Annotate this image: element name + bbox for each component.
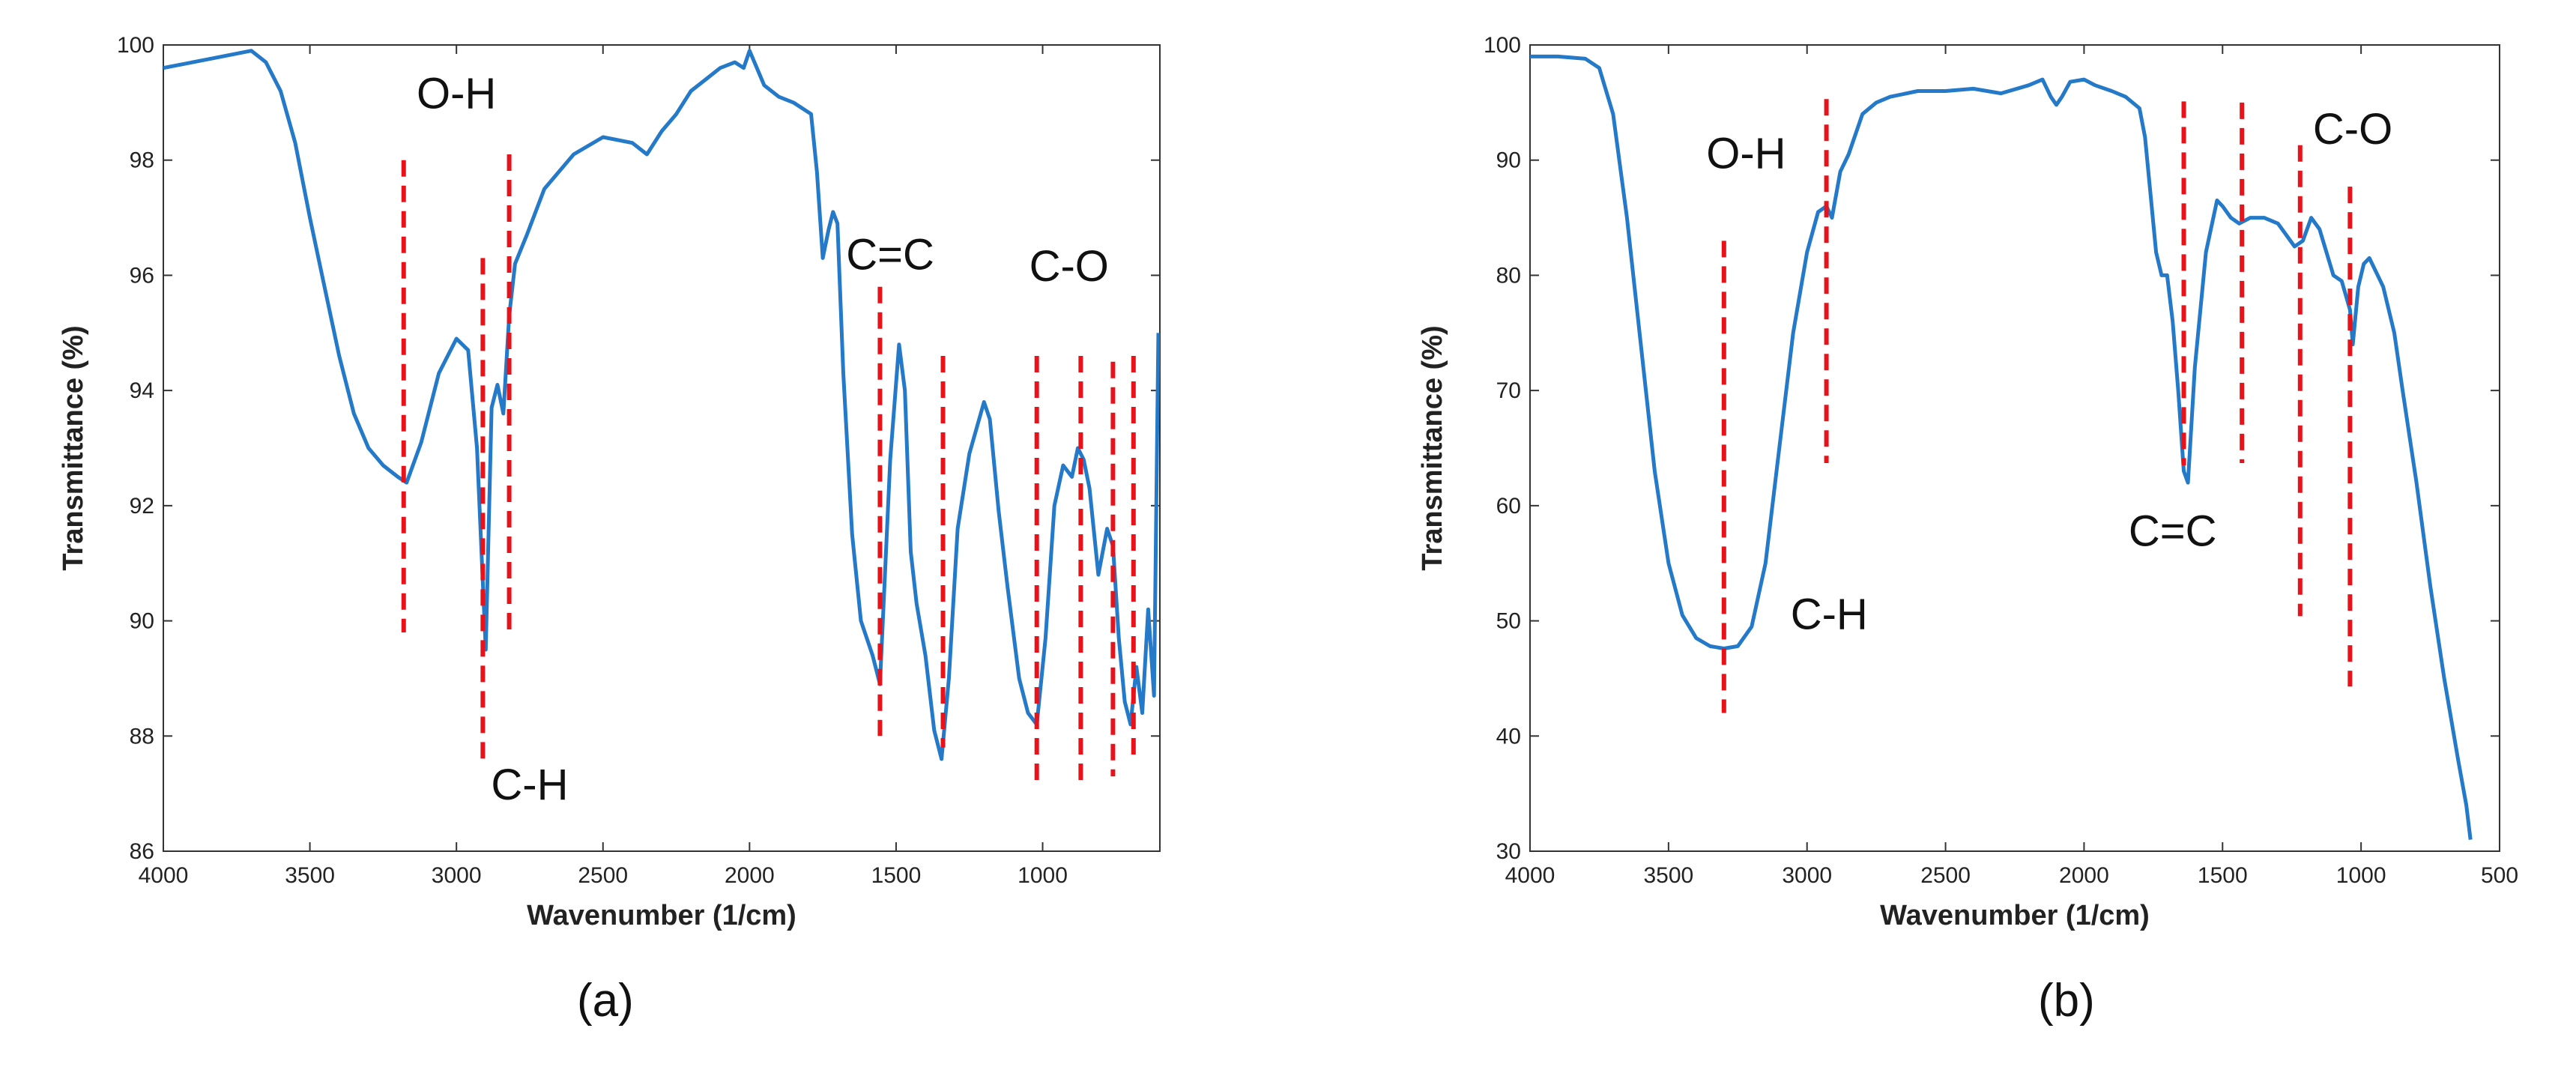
y-axis-label: Transmittance (%) (58, 325, 89, 570)
x-tick-label: 1000 (1018, 863, 1068, 888)
annotation-ceqc: C=C (2129, 507, 2217, 556)
annotation-ceqc: C=C (846, 231, 934, 279)
y-tick-label: 98 (130, 148, 154, 173)
chart-panel-a: 86 88 90 92 94 96 98 100 4000 3500 3000 2500 2000 150… (58, 33, 1161, 931)
plot-frame-b (1529, 44, 2500, 852)
x-tick-label: 2500 (578, 863, 628, 888)
caption-b: (b) (2038, 975, 2095, 1027)
y-axis-label: Transmittance (%) (1417, 325, 1448, 570)
caption-a: (a) (577, 975, 634, 1027)
x-tick-label: 2500 (1920, 863, 1971, 888)
y-tick-label: 90 (130, 609, 154, 634)
x-tick-label: 3000 (432, 863, 482, 888)
y-tick-label: 96 (130, 263, 154, 288)
x-tick-label: 4000 (139, 863, 189, 888)
x-axis-label: Wavenumber (1/cm) (527, 900, 796, 931)
x-tick-label: 1500 (2198, 863, 2248, 888)
x-tick-label: 3500 (1643, 863, 1693, 888)
annotation-o-h: O-H (417, 70, 496, 118)
x-tick-label: 3000 (1782, 863, 1832, 888)
y-tick-label: 80 (1496, 263, 1521, 288)
x-tick-label: 2000 (725, 863, 775, 888)
x-tick-label: 3500 (285, 863, 335, 888)
y-tick-label: 92 (130, 494, 154, 519)
x-tick-label: 500 (2481, 863, 2518, 888)
spectrum-line-b (1530, 54, 2473, 840)
y-tick-label: 86 (130, 839, 154, 864)
y-tick-label: 70 (1496, 378, 1521, 403)
x-axis-label: Wavenumber (1/cm) (1880, 900, 2150, 931)
y-tick-label: 100 (117, 33, 154, 58)
y-tick-label: 40 (1496, 724, 1521, 749)
y-tick-label: 50 (1496, 609, 1521, 634)
y-tick-label: 60 (1496, 494, 1521, 519)
x-tick-label: 2000 (2059, 863, 2109, 888)
y-tick-label: 88 (130, 724, 154, 749)
x-tick-label: 4000 (1505, 863, 1555, 888)
annotation-c-o: C-O (1030, 242, 1109, 291)
annotation-o-h: O-H (1706, 129, 1786, 178)
spectrum-line-a (163, 49, 1160, 761)
y-tick-label: 30 (1496, 839, 1521, 864)
x-tick-label: 1500 (871, 863, 922, 888)
x-tick-label: 1000 (2336, 863, 2386, 888)
annotation-c-h: C-H (1791, 590, 1868, 638)
y-tick-label: 100 (1484, 33, 1521, 58)
y-tick-label: 94 (130, 378, 154, 403)
chart-panel-b: 30 40 50 60 70 80 90 100 4000 3500 3000 2500 2000 150… (1417, 33, 2518, 931)
y-tick-label: 90 (1496, 148, 1521, 173)
annotation-c-o: C-O (2313, 105, 2392, 154)
annotation-c-h: C-H (491, 761, 568, 809)
plot-frame-a (163, 44, 1161, 852)
